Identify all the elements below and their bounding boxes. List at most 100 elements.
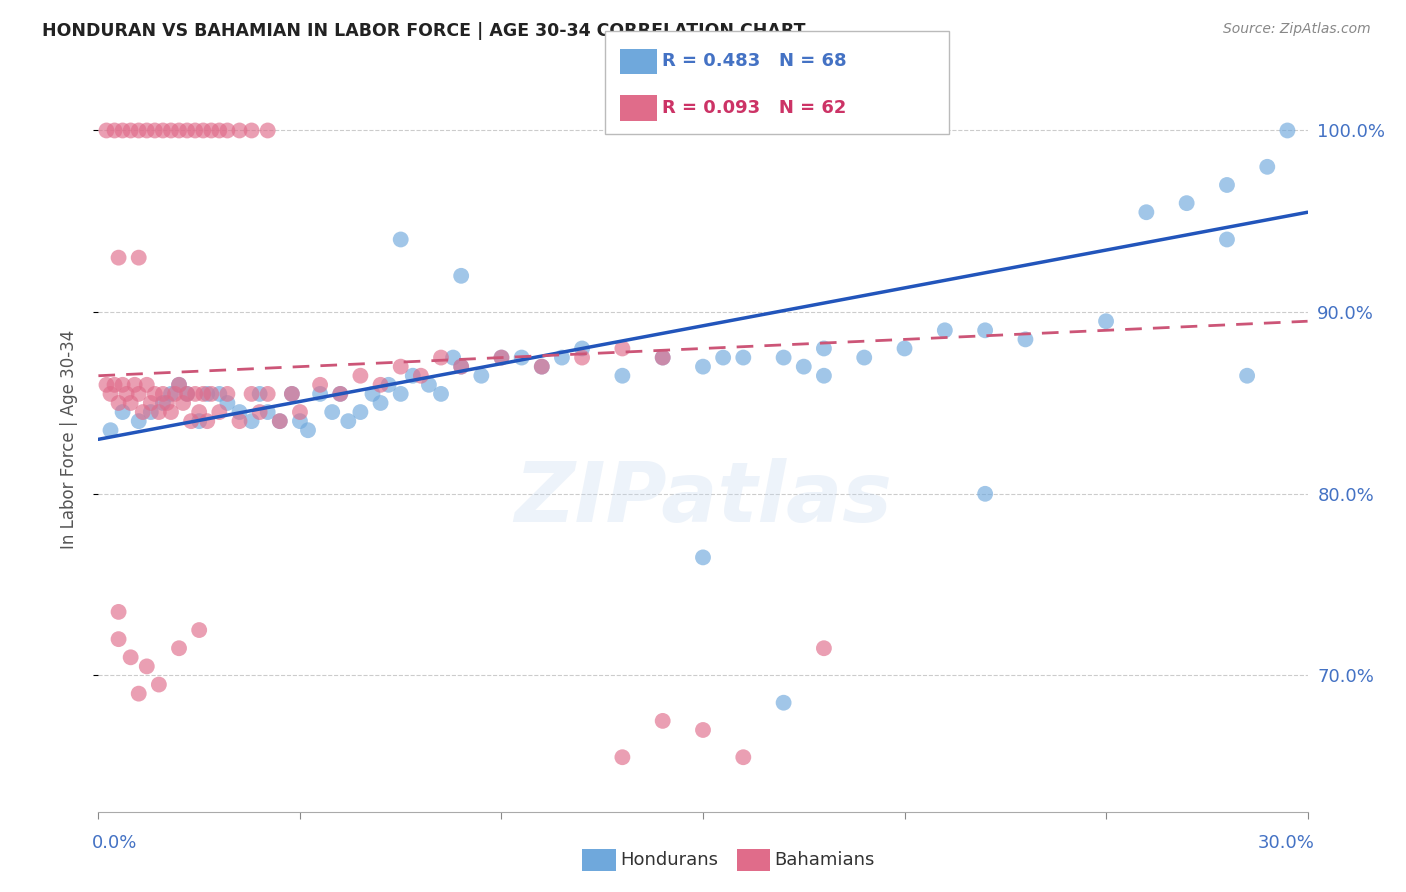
Point xyxy=(269,414,291,428)
Point xyxy=(256,405,278,419)
Point xyxy=(160,405,183,419)
Point xyxy=(167,377,190,392)
Point xyxy=(103,377,125,392)
Point xyxy=(167,377,190,392)
Point xyxy=(974,487,997,501)
Point xyxy=(692,550,714,565)
Point xyxy=(491,351,513,365)
Point xyxy=(100,423,122,437)
Point xyxy=(96,377,118,392)
Point xyxy=(128,123,150,137)
Point xyxy=(228,123,250,137)
Point xyxy=(309,377,332,392)
Point xyxy=(418,377,440,392)
Point xyxy=(571,342,593,356)
Point xyxy=(152,123,174,137)
Point xyxy=(256,123,278,137)
Point xyxy=(172,396,194,410)
Point xyxy=(217,123,239,137)
Point xyxy=(200,387,222,401)
Point xyxy=(107,251,129,265)
Point xyxy=(96,123,118,137)
Point xyxy=(733,750,755,764)
Point xyxy=(430,351,453,365)
Point xyxy=(651,351,673,365)
Point xyxy=(349,405,371,419)
Point xyxy=(135,123,157,137)
Point xyxy=(176,387,198,401)
Point xyxy=(228,405,250,419)
Point xyxy=(321,405,343,419)
Point xyxy=(281,387,304,401)
Point xyxy=(370,396,392,410)
Point xyxy=(409,368,432,383)
Point xyxy=(441,351,464,365)
Point xyxy=(288,405,311,419)
Point xyxy=(772,351,794,365)
Point xyxy=(1095,314,1118,328)
Text: R = 0.093   N = 62: R = 0.093 N = 62 xyxy=(662,99,846,117)
Point xyxy=(450,359,472,374)
Point xyxy=(370,377,392,392)
Point xyxy=(893,342,915,356)
Point xyxy=(135,659,157,673)
Point xyxy=(813,342,835,356)
Point xyxy=(1135,205,1157,219)
Point xyxy=(853,351,876,365)
Point xyxy=(107,396,129,410)
Point xyxy=(128,251,150,265)
Point xyxy=(208,123,231,137)
Point xyxy=(974,323,997,337)
Point xyxy=(813,368,835,383)
Point xyxy=(100,387,122,401)
Point xyxy=(349,368,371,383)
Point xyxy=(1014,332,1036,346)
Point xyxy=(188,414,211,428)
Point xyxy=(139,405,162,419)
Point xyxy=(571,351,593,365)
Point xyxy=(329,387,352,401)
Point xyxy=(188,405,211,419)
Point xyxy=(510,351,533,365)
Point xyxy=(128,687,150,701)
Point xyxy=(551,351,574,365)
Point xyxy=(107,632,129,647)
Point xyxy=(711,351,734,365)
Point xyxy=(124,377,146,392)
Point xyxy=(139,396,162,410)
Point xyxy=(148,405,170,419)
Point xyxy=(120,650,142,665)
Point xyxy=(288,414,311,428)
Point xyxy=(111,405,134,419)
Point xyxy=(934,323,956,337)
Point xyxy=(1256,160,1278,174)
Point xyxy=(160,387,183,401)
Point xyxy=(256,387,278,401)
Point xyxy=(176,387,198,401)
Point xyxy=(208,387,231,401)
Point xyxy=(107,605,129,619)
Point xyxy=(240,414,263,428)
Point xyxy=(152,387,174,401)
Text: HONDURAN VS BAHAMIAN IN LABOR FORCE | AGE 30-34 CORRELATION CHART: HONDURAN VS BAHAMIAN IN LABOR FORCE | AG… xyxy=(42,22,806,40)
Point xyxy=(193,387,215,401)
Point xyxy=(813,641,835,656)
Point xyxy=(297,423,319,437)
Point xyxy=(329,387,352,401)
Point xyxy=(361,387,384,401)
Point xyxy=(450,268,472,283)
Text: R = 0.483   N = 68: R = 0.483 N = 68 xyxy=(662,52,846,70)
Point xyxy=(450,359,472,374)
Point xyxy=(120,396,142,410)
Point xyxy=(167,641,190,656)
Point xyxy=(143,387,166,401)
Point xyxy=(1216,232,1239,246)
Text: 0.0%: 0.0% xyxy=(91,834,136,852)
Point xyxy=(128,414,150,428)
Point xyxy=(1175,196,1198,211)
Point xyxy=(269,414,291,428)
Text: ZIPatlas: ZIPatlas xyxy=(515,458,891,540)
Point xyxy=(389,232,412,246)
Point xyxy=(793,359,815,374)
Point xyxy=(402,368,425,383)
